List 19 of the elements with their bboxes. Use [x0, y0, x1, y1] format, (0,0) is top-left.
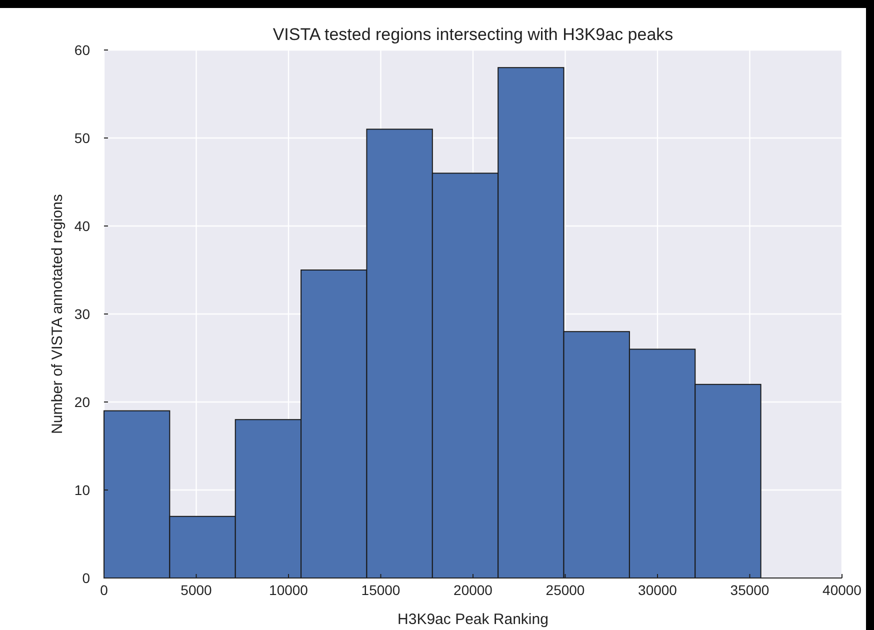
y-tick-label: 0 [82, 570, 90, 586]
x-tick-label: 20000 [454, 582, 493, 598]
x-tick-label: 0 [100, 582, 108, 598]
y-axis-title: Number of VISTA annotated regions [49, 194, 66, 434]
x-axis-title: H3K9ac Peak Ranking [398, 611, 548, 628]
y-tick-label: 40 [74, 218, 90, 234]
x-tick-label: 5000 [180, 582, 212, 598]
y-tick-label: 50 [74, 130, 90, 146]
x-tick-label: 10000 [269, 582, 308, 598]
x-tick-label: 40000 [822, 582, 862, 598]
chart-title: VISTA tested regions intersecting with H3K9ac peaks [272, 25, 674, 44]
x-tick-label: 35000 [730, 582, 770, 598]
x-tick-label: 25000 [546, 582, 585, 598]
y-tick-label: 20 [74, 394, 90, 410]
y-tick-label: 30 [74, 306, 90, 322]
x-tick-label: 30000 [638, 582, 678, 598]
y-tick-label: 10 [74, 482, 90, 498]
y-tick-label: 60 [74, 42, 90, 58]
x-tick-label: 15000 [361, 582, 400, 598]
